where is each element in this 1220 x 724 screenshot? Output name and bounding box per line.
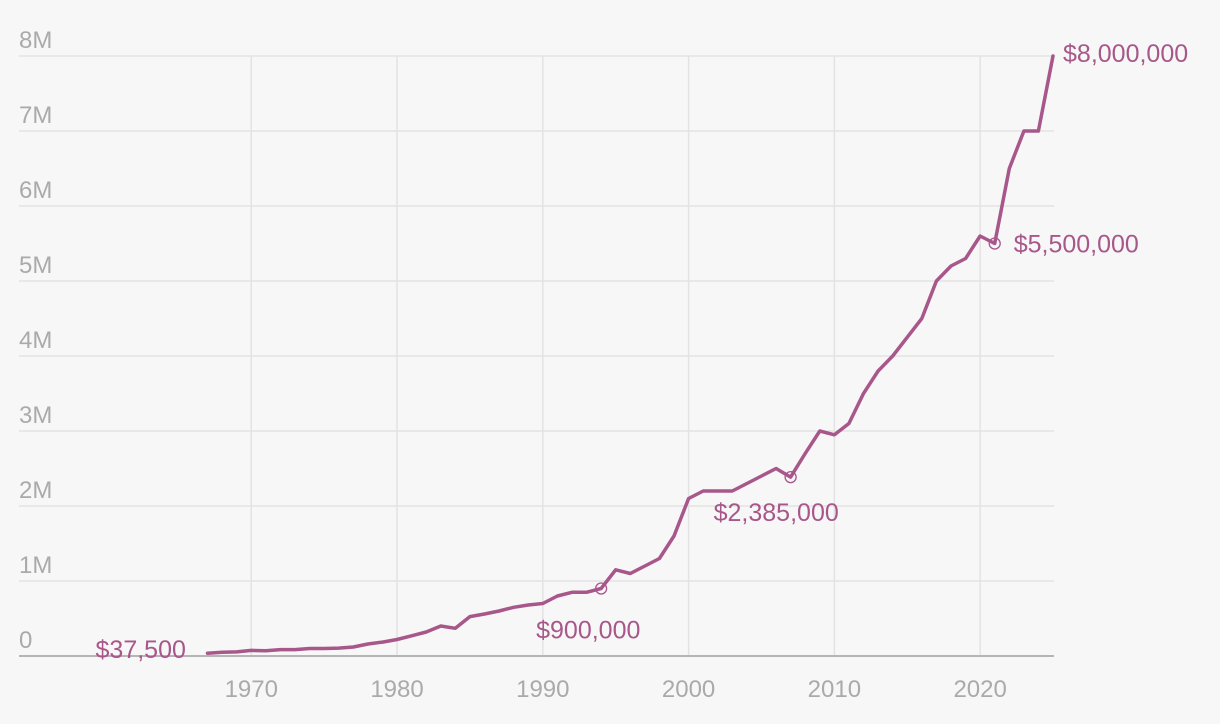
x-tick-label: 1970 [225,676,278,703]
annotation-marker-dot [993,242,997,245]
y-tick-label: 4M [19,327,52,354]
annotation-marker [594,582,608,595]
y-tick-label: 5M [19,252,52,279]
y-tick-label: 0 [19,627,32,654]
annotation-marker [988,237,1001,250]
x-tick-label: 1990 [516,676,569,703]
annotation-label: $37,500 [96,636,186,664]
x-tick-label: 1980 [370,676,423,703]
x-axis-ticks: 1970 1980 1990 2000 2010 2020 [225,676,1007,703]
grid-layer [19,55,1054,656]
annotation-label: $5,500,000 [1014,231,1139,259]
annotation-label: $2,385,000 [714,499,839,527]
y-tick-label: 3M [19,402,52,429]
y-tick-label: 1M [19,552,52,579]
annotation-marker-dot [599,587,603,590]
annotation-label: $900,000 [536,617,640,645]
price-series-line [205,54,1055,655]
x-tick-label: 2010 [808,676,861,703]
y-tick-label: 6M [19,177,52,204]
y-tick-label: 2M [19,477,52,504]
y-axis-ticks: 0 1M 2M 3M 4M 5M 6M 7M 8M [19,27,52,654]
annotation-marker-dot [789,475,793,479]
series-layer [205,54,1055,655]
annotation-marker [784,470,797,484]
x-tick-label: 2020 [953,676,1006,703]
x-tick-label: 2000 [662,676,715,703]
annotation-label: $8,000,000 [1063,40,1188,68]
y-tick-label: 8M [19,27,52,54]
annotation-layer: $37,500 $900,000 $2,385,000 $5,500,000 $8,00… [96,40,1189,664]
y-tick-label: 7M [19,102,52,129]
